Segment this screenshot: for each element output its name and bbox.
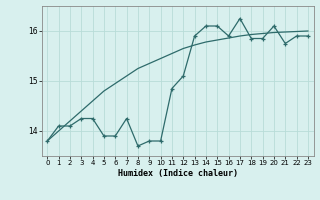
X-axis label: Humidex (Indice chaleur): Humidex (Indice chaleur) bbox=[118, 169, 237, 178]
